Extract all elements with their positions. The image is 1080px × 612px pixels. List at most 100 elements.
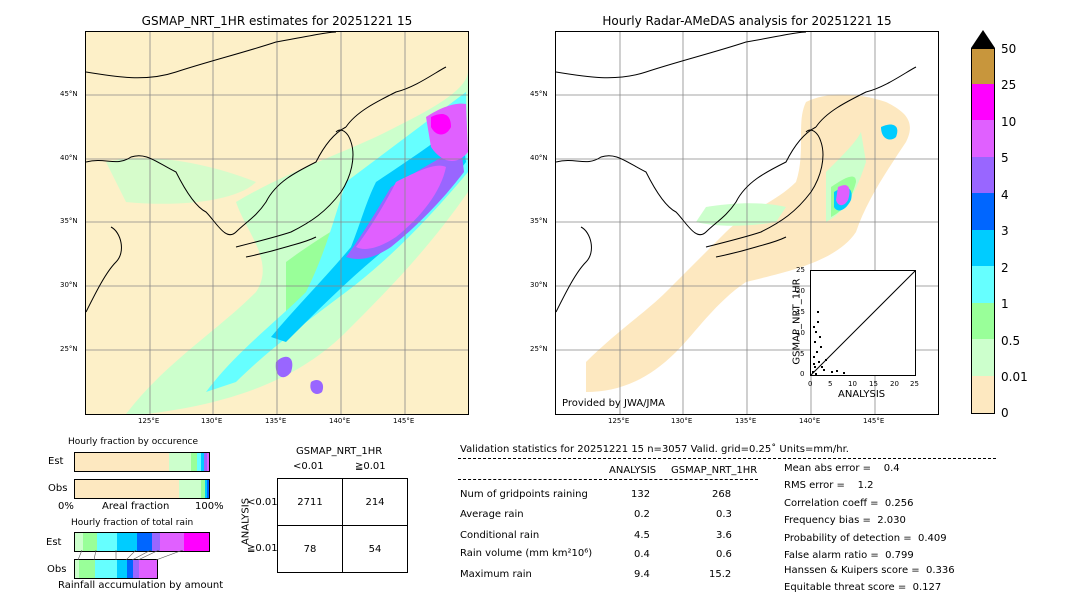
rain-purple-core xyxy=(356,165,446,249)
stat-analysis: 132 xyxy=(631,489,651,500)
score-line: False alarm ratio = 0.799 xyxy=(784,550,914,561)
left-lon-tick: 125°E xyxy=(138,417,160,425)
col-gsmap: GSMAP_NRT_1HR xyxy=(671,465,758,476)
score-line: Correlation coeff = 0.256 xyxy=(784,498,914,509)
rain-blue-south xyxy=(275,356,293,378)
right-lon-tick: 125°E xyxy=(608,417,630,425)
ct-row1: <0.01 xyxy=(247,497,278,508)
stat-gsmap: 3.6 xyxy=(716,530,732,541)
total-est-label: Est xyxy=(46,537,62,548)
total-footer: Rainfall accumulation by amount xyxy=(58,580,224,591)
ct-title: GSMAP_NRT_1HR xyxy=(296,446,383,457)
scatter-canvas xyxy=(810,270,916,376)
scatter-xtick: 25 xyxy=(910,380,919,388)
occ-obs-label: Obs xyxy=(48,483,68,494)
right-lon-tick: 135°E xyxy=(735,417,757,425)
colorbar xyxy=(971,30,995,414)
validation-header: Validation statistics for 20251221 15 n=… xyxy=(460,444,849,455)
colorbar-label: 0 xyxy=(1001,406,1009,420)
left-lon-tick: 145°E xyxy=(393,417,415,425)
colorbar-label: 0.5 xyxy=(1001,334,1021,348)
radar-coverage xyxy=(586,94,910,392)
left-lon-tick: 140°E xyxy=(329,417,351,425)
score-line: Frequency bias = 2.030 xyxy=(784,515,906,526)
stat-analysis: 4.5 xyxy=(634,530,650,541)
ct-row2: ≧0.01 xyxy=(247,543,278,554)
colorbar-label: 4 xyxy=(1001,188,1009,202)
colorbar-label: 1 xyxy=(1001,297,1009,311)
stat-gsmap: 0.6 xyxy=(716,549,732,560)
colorbar-label: 25 xyxy=(1001,78,1017,92)
occ-title: Hourly fraction by occurence xyxy=(68,437,199,447)
rain-blue-south-2 xyxy=(310,380,324,394)
score-line: Probability of detection = 0.409 xyxy=(784,533,947,544)
scatter-ytick: 20 xyxy=(796,287,805,295)
left-lon-tick: 135°E xyxy=(265,417,287,425)
colorbar-label: 2 xyxy=(1001,261,1009,275)
occ-xmid: Areal fraction xyxy=(102,501,170,512)
occ-xmax: 100% xyxy=(195,501,224,512)
contingency-table: 2711 214 78 54 xyxy=(277,478,408,573)
scatter-xtick: 15 xyxy=(869,380,878,388)
col-analysis: ANALYSIS xyxy=(609,465,657,476)
total-title: Hourly fraction of total rain xyxy=(71,518,194,528)
right-lat-tick: 30°N xyxy=(530,281,548,289)
stat-label: Num of gridpoints raining xyxy=(460,489,588,500)
scatter-ytick: 0 xyxy=(800,370,805,378)
right-lat-tick: 45°N xyxy=(530,90,548,98)
ct-cell-b: 214 xyxy=(342,478,408,526)
left-lat-tick: 35°N xyxy=(60,217,78,225)
radar-credit: Provided by JWA/JMA xyxy=(562,398,665,409)
occ-obs-bar xyxy=(74,479,210,499)
colorbar-label: 10 xyxy=(1001,115,1017,129)
scatter-ytick: 5 xyxy=(800,350,805,358)
score-line: Hanssen & Kuipers score = 0.336 xyxy=(784,565,955,576)
stat-analysis: 0.2 xyxy=(634,509,650,520)
radar-light-green-2 xyxy=(696,203,786,226)
left-lat-tick: 40°N xyxy=(60,154,78,162)
radar-violet xyxy=(836,185,850,206)
scatter-ytick: 10 xyxy=(796,329,805,337)
left-coastlines xyxy=(86,32,447,313)
stat-label: Rain volume (mm km²10⁶) xyxy=(460,548,593,559)
rain-magenta-core xyxy=(431,114,451,135)
scatter-points xyxy=(812,311,845,375)
occ-xmin: 0% xyxy=(58,501,74,512)
scatter-ytick: 25 xyxy=(796,266,805,274)
stat-gsmap: 0.3 xyxy=(716,509,732,520)
colorbar-canvas xyxy=(971,30,995,414)
right-map-title: Hourly Radar-AMeDAS analysis for 2025122… xyxy=(602,14,892,28)
ct-cell-c: 78 xyxy=(277,525,343,573)
scatter-xtick: 20 xyxy=(890,380,899,388)
stat-analysis: 9.4 xyxy=(634,569,650,580)
left-map-canvas xyxy=(86,32,468,414)
colorbar-label: 50 xyxy=(1001,42,1017,56)
left-map xyxy=(85,31,469,415)
left-lon-tick: 130°E xyxy=(201,417,223,425)
left-lat-tick: 25°N xyxy=(60,345,78,353)
scatter-inset xyxy=(810,270,916,376)
total-est-bar xyxy=(74,532,210,552)
occ-est-bar xyxy=(74,452,210,472)
right-lat-tick: 35°N xyxy=(530,217,548,225)
score-line: Equitable threat score = 0.127 xyxy=(784,582,942,593)
left-graticule xyxy=(86,32,468,414)
scatter-xlabel: ANALYSIS xyxy=(838,389,886,400)
stat-analysis: 0.4 xyxy=(634,549,650,560)
right-lon-tick: 140°E xyxy=(799,417,821,425)
total-connectors xyxy=(77,550,184,560)
scatter-xtick: 10 xyxy=(848,380,857,388)
colorbar-label: 0.01 xyxy=(1001,370,1028,384)
ct-col1: <0.01 xyxy=(293,461,324,472)
left-map-title: GSMAP_NRT_1HR estimates for 20251221 15 xyxy=(141,14,413,28)
total-obs-bar xyxy=(74,559,158,579)
score-line: RMS error = 1.2 xyxy=(784,480,874,491)
validation-header-rule xyxy=(458,458,996,459)
stat-label: Average rain xyxy=(460,509,524,520)
stat-gsmap: 15.2 xyxy=(709,569,732,580)
ct-cell-d: 54 xyxy=(342,525,408,573)
scatter-xtick: 5 xyxy=(828,380,833,388)
stat-label: Conditional rain xyxy=(460,530,540,541)
scatter-ytick: 15 xyxy=(796,308,805,316)
stat-label: Maximum rain xyxy=(460,569,532,580)
